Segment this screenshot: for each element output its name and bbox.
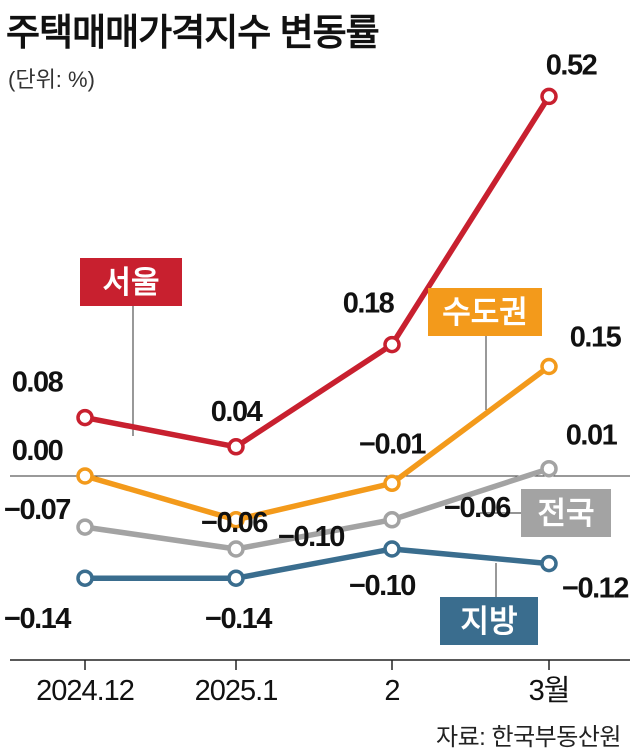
data-point: [227, 438, 245, 456]
data-point: [383, 335, 401, 354]
data-value-label: 0.08: [12, 367, 64, 399]
series-line-2: [82, 363, 552, 523]
data-point: [76, 518, 94, 536]
data-value-label: 0.01: [566, 420, 618, 452]
data-value-label: −0.12: [562, 573, 628, 605]
data-value-label: 0.15: [570, 322, 622, 354]
data-point: [540, 87, 558, 106]
series-line-4: [82, 546, 552, 581]
data-value-label: −0.10: [278, 521, 344, 553]
data-point: [383, 540, 401, 558]
x-tick-label: 2025.1: [195, 675, 278, 707]
x-tick-label: 3월: [529, 674, 570, 707]
legend-tag-label: 지방: [460, 604, 517, 639]
data-point: [76, 467, 94, 485]
data-point: [540, 357, 558, 376]
chart-title: 주택매매가격지수 변동률: [6, 12, 380, 53]
source-note: 자료: 한국부동산원: [436, 724, 621, 751]
data-value-label: −0.14: [4, 603, 71, 635]
legend-tag-label: 전국: [537, 496, 594, 531]
data-point: [540, 554, 558, 573]
data-value-label: −0.01: [359, 428, 426, 460]
x-tick-label: 2024.12: [36, 675, 134, 707]
data-value-label: 0.04: [211, 396, 263, 428]
data-point: [76, 569, 94, 587]
legend-tag-box: [80, 258, 182, 306]
data-value-label: 0.52: [546, 49, 597, 81]
data-value-label: 0.18: [343, 288, 395, 320]
data-point: [383, 474, 401, 493]
legend-tag-label: 서울: [102, 265, 159, 300]
data-value-label: 0.00: [12, 435, 63, 467]
legend-tag-label: 수도권: [442, 295, 528, 330]
data-point: [227, 540, 245, 558]
series-line-3: [82, 465, 552, 552]
data-point: [540, 459, 558, 478]
legend-tag-box: [440, 597, 538, 645]
legend-tag-box: [521, 489, 611, 537]
data-value-label: −0.07: [4, 494, 70, 526]
unit-label: (단위: %): [8, 67, 95, 92]
data-value-label: −0.06: [444, 492, 511, 524]
data-point: [227, 569, 245, 587]
data-value-label: −0.14: [205, 603, 272, 635]
x-tick-label: 2: [384, 675, 399, 707]
data-point: [383, 511, 401, 529]
data-point: [227, 511, 245, 529]
legend-tag-box: [428, 288, 542, 336]
data-value-label: −0.06: [201, 507, 268, 539]
series-line-1: [82, 93, 552, 450]
data-value-label: −0.10: [349, 570, 415, 602]
data-point: [76, 408, 94, 427]
